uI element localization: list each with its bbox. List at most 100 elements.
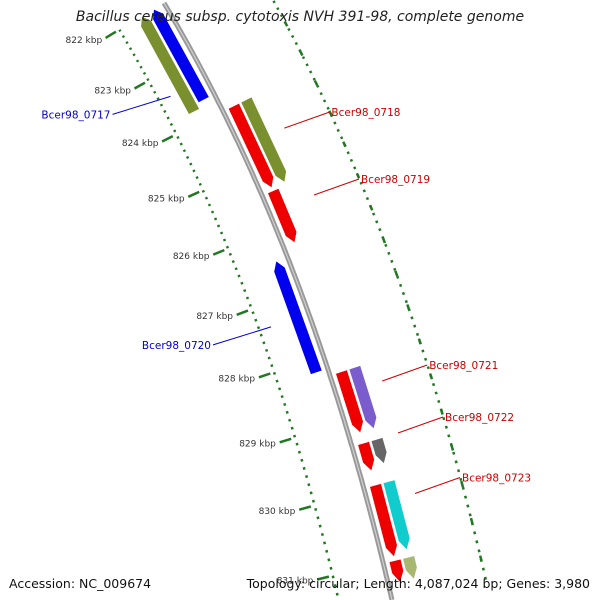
gc-skew-dot	[287, 27, 291, 32]
gc-skew-dash	[460, 480, 465, 488]
gene-arrow	[369, 483, 398, 558]
gc-skew-dot	[248, 303, 252, 307]
gc-skew-dot	[278, 387, 282, 391]
gc-skew-dash	[342, 141, 347, 148]
gc-skew-dot	[335, 592, 339, 596]
gc-skew-dot	[300, 458, 304, 462]
gene-arrow	[273, 260, 323, 375]
gc-skew-dash	[298, 50, 304, 57]
tick-label: 830 kbp	[259, 507, 296, 517]
gc-skew-dot	[219, 231, 224, 235]
gc-skew-dot	[153, 90, 157, 94]
gc-skew-dot	[375, 220, 379, 224]
gene-leader-line	[284, 111, 330, 129]
gc-skew-dot	[121, 35, 126, 39]
gc-skew-dash	[406, 304, 411, 311]
gc-skew-dot	[135, 59, 140, 63]
gc-skew-dash	[450, 444, 455, 451]
gc-skew-dot	[322, 541, 327, 545]
gene-arrow	[335, 369, 364, 434]
tick-label: 824 kbp	[122, 139, 159, 149]
tick-label: 829 kbp	[239, 440, 276, 450]
gc-skew-dot	[316, 84, 320, 88]
gc-skew-dot	[142, 71, 147, 75]
gc-skew-dot	[311, 499, 315, 503]
gc-skew-dot	[404, 300, 408, 304]
gc-skew-dot	[316, 516, 320, 520]
gc-skew-dash	[368, 204, 374, 211]
tick-mark	[187, 190, 200, 198]
gc-skew-dot	[362, 189, 366, 193]
gc-skew-dash	[313, 79, 319, 86]
gc-skew-dot	[365, 196, 370, 201]
tick-mark	[161, 134, 174, 143]
gc-skew-dot	[291, 34, 295, 39]
gc-skew-dot	[346, 151, 350, 155]
gene-label: Bcer98_0720	[142, 340, 211, 352]
gc-skew-dot	[279, 13, 284, 18]
gc-skew-dot	[290, 426, 294, 430]
gc-skew-dot	[305, 475, 309, 479]
gc-skew-dot	[139, 65, 143, 69]
gc-skew-dot	[320, 532, 324, 537]
gc-skew-dot	[293, 434, 297, 438]
gc-skew-dot	[216, 224, 221, 228]
tick-mark	[298, 505, 312, 511]
gene-label: Bcer98_0717	[41, 109, 110, 121]
gc-skew-dot	[481, 567, 485, 571]
gc-skew-dot	[272, 371, 276, 375]
gc-skew-dot	[259, 333, 263, 337]
gc-skew-dot	[198, 182, 202, 186]
gc-skew-dot	[477, 549, 481, 553]
gc-skew-dash	[439, 408, 444, 415]
gc-skew-dot	[437, 399, 441, 404]
gc-skew-dash	[283, 20, 289, 27]
gc-skew-dot	[132, 53, 136, 57]
gc-skew-dot	[240, 281, 244, 285]
gc-skew-dot	[301, 56, 306, 60]
gc-skew-dot	[149, 84, 153, 88]
gc-skew-dot	[207, 203, 212, 207]
gc-skew-dot	[483, 576, 488, 580]
gc-skew-dot	[302, 466, 306, 470]
gc-skew-dot	[333, 584, 337, 588]
gc-skew-dot	[396, 275, 400, 279]
gc-skew-dot	[384, 243, 388, 248]
gc-skew-dot	[410, 316, 414, 320]
gc-skew-dot	[159, 103, 164, 107]
gc-skew-dot	[251, 311, 255, 315]
gc-skew-dot	[265, 348, 269, 352]
gene-leader-line	[212, 326, 272, 346]
accession-label: Accession: NC_009674	[9, 576, 152, 591]
gc-skew-dot	[399, 283, 403, 287]
gc-skew-dot	[434, 391, 438, 395]
tick-mark	[133, 81, 146, 90]
gc-skew-dot	[179, 142, 183, 146]
gc-skew-dot	[307, 483, 311, 487]
gc-skew-dot	[314, 507, 318, 512]
gc-skew-dot	[156, 97, 160, 101]
gc-skew-dot	[331, 575, 335, 579]
gc-skew-dot	[228, 252, 232, 256]
tick-mark	[212, 248, 225, 256]
gc-skew-dot	[146, 78, 150, 82]
gc-skew-dot	[431, 382, 436, 387]
gc-skew-dash	[417, 338, 422, 345]
gene-label: Bcer98_0722	[445, 412, 514, 424]
gc-skew-dot	[468, 513, 472, 517]
gc-skew-dot	[456, 469, 461, 473]
tick-mark	[236, 309, 249, 316]
gc-skew-dot	[222, 238, 227, 242]
tick-label: 827 kbp	[196, 312, 233, 322]
gene-arrow	[357, 441, 375, 472]
gc-skew-dot	[204, 196, 209, 200]
gc-skew-dot	[322, 99, 327, 103]
gc-skew-dot	[245, 296, 250, 300]
gene-label: Bcer98_0723	[462, 473, 531, 485]
gc-skew-dot	[285, 410, 289, 414]
gc-skew-dot	[387, 251, 391, 255]
gene-arrow	[402, 555, 418, 580]
gc-skew-dot	[319, 92, 323, 96]
